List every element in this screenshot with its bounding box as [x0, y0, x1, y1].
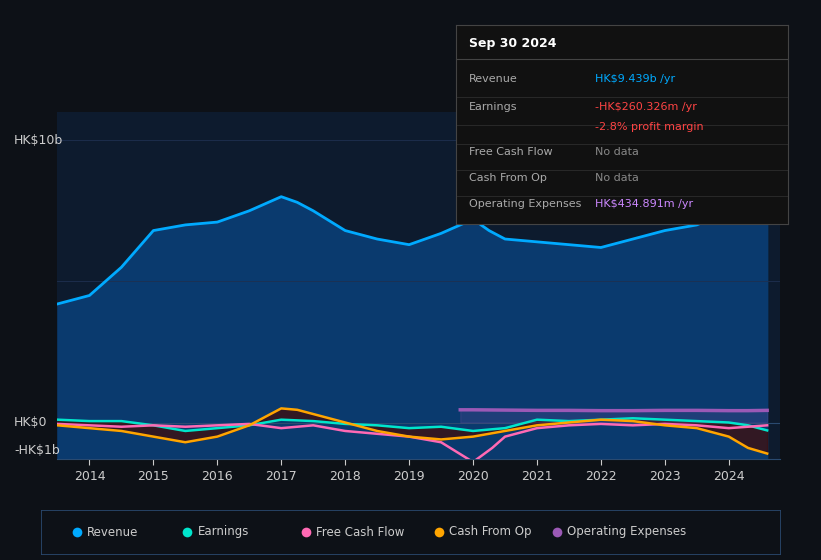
Text: HK$10b: HK$10b — [14, 134, 63, 147]
Text: Sep 30 2024: Sep 30 2024 — [469, 37, 557, 50]
Text: -HK$260.326m /yr: -HK$260.326m /yr — [595, 102, 697, 111]
Text: HK$434.891m /yr: HK$434.891m /yr — [595, 199, 694, 209]
Text: Cash From Op: Cash From Op — [449, 525, 531, 539]
Text: Operating Expenses: Operating Expenses — [469, 199, 581, 209]
Text: Free Cash Flow: Free Cash Flow — [469, 147, 553, 157]
Text: HK$0: HK$0 — [14, 416, 48, 429]
Text: Earnings: Earnings — [198, 525, 249, 539]
Text: HK$9.439b /yr: HK$9.439b /yr — [595, 74, 676, 84]
Text: Cash From Op: Cash From Op — [469, 173, 547, 183]
Text: Revenue: Revenue — [469, 74, 518, 84]
Text: -HK$1b: -HK$1b — [14, 444, 60, 457]
Text: Free Cash Flow: Free Cash Flow — [316, 525, 404, 539]
Text: No data: No data — [595, 173, 640, 183]
Text: Revenue: Revenue — [87, 525, 138, 539]
Text: -2.8% profit margin: -2.8% profit margin — [595, 122, 704, 132]
Text: Operating Expenses: Operating Expenses — [567, 525, 686, 539]
Text: Earnings: Earnings — [469, 102, 517, 111]
Text: No data: No data — [595, 147, 640, 157]
